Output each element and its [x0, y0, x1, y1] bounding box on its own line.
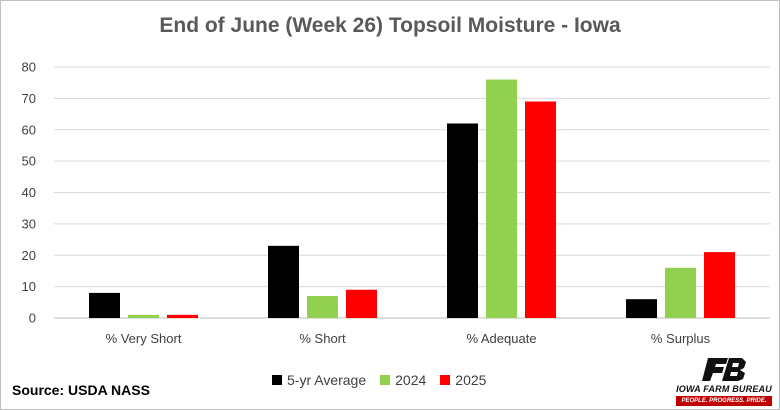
legend-item-2025: 2025 [440, 372, 486, 388]
bar [307, 296, 338, 318]
x-tick-label: % Adequate [466, 331, 536, 346]
bar [447, 123, 478, 318]
y-tick-label: 80 [22, 60, 36, 75]
y-tick-label: 40 [22, 185, 36, 200]
legend-item-5yr: 5-yr Average [272, 372, 366, 388]
source-note: Source: USDA NASS [12, 382, 150, 398]
y-tick-label: 10 [22, 279, 36, 294]
legend-swatch-2025 [440, 375, 451, 385]
chart-title: End of June (Week 26) Topsoil Moisture -… [159, 14, 621, 37]
bar [89, 292, 120, 318]
legend-item-2024: 2024 [380, 372, 426, 388]
bar [128, 314, 159, 318]
y-tick-label: 30 [22, 216, 36, 231]
legend-swatch-2024 [380, 375, 391, 385]
y-tick-label: 50 [22, 154, 36, 169]
farm-bureau-logo: IOWA FARM BUREAU PEOPLE. PROGRESS. PRIDE… [672, 356, 776, 408]
legend-label-2024: 2024 [395, 372, 427, 388]
farm-bureau-logo-mark [702, 358, 746, 381]
x-tick-label: % Short [299, 331, 346, 346]
logo-tagline: PEOPLE. PROGRESS. PRIDE. [676, 396, 772, 406]
bar [167, 314, 198, 318]
legend-label-2025: 2025 [455, 372, 487, 388]
bar [626, 299, 657, 318]
bar [704, 252, 735, 318]
x-tick-label: % Surplus [651, 331, 711, 346]
y-tick-label: 60 [22, 122, 36, 137]
bar [665, 267, 696, 318]
bar [486, 79, 517, 318]
bar [268, 245, 299, 318]
legend-swatch-5yr [272, 375, 282, 385]
x-tick-label: % Very Short [106, 331, 182, 346]
logo-name: IOWA FARM BUREAU [676, 384, 772, 394]
legend: 5-yr Average 2024 2025 [272, 372, 486, 388]
bar [525, 101, 556, 318]
y-tick-label: 0 [29, 311, 36, 326]
y-tick-label: 20 [22, 248, 36, 263]
y-tick-label: 70 [22, 91, 36, 106]
bar [346, 289, 377, 318]
legend-label-5yr: 5-yr Average [287, 372, 367, 388]
